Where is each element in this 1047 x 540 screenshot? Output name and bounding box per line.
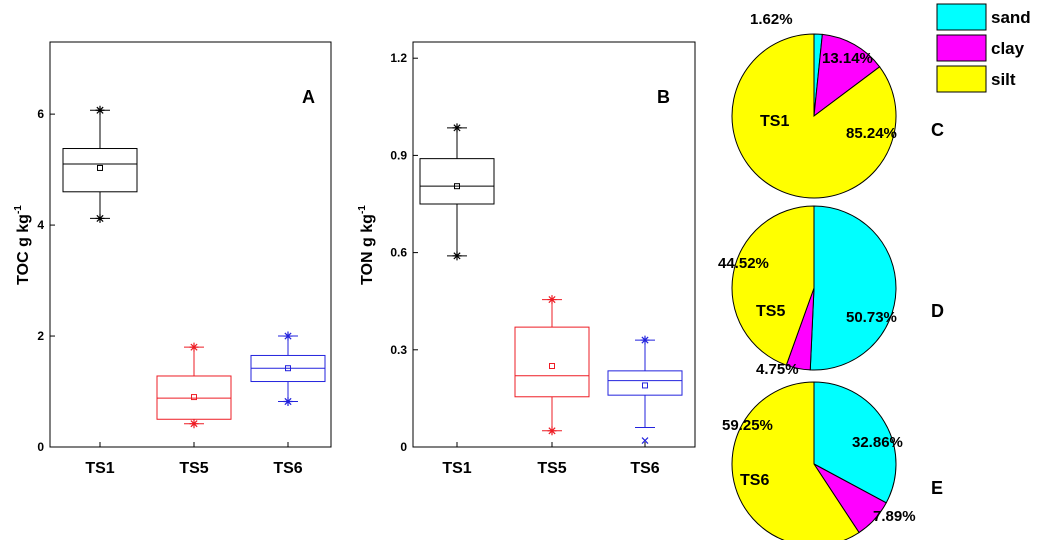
pie-center-label: TS6 [740,472,769,489]
mean-marker [642,382,648,389]
pie-panel-C: 1.62% 13.14% 85.24% TS1 C [731,11,944,199]
extreme-marker [452,251,462,261]
box-TS5 [156,342,232,429]
box-TS1 [419,123,495,261]
panel-label: A [302,87,315,107]
pie-label-silt: 59.25% [722,417,773,434]
outlier-marker [641,437,649,444]
legend-label-sand: sand [991,8,1031,27]
y-axis-title-text: TON g kg [359,214,376,285]
extreme-marker [95,105,105,115]
mean-marker [549,363,555,369]
panel-label: D [931,301,944,321]
legend-label-silt: silt [991,70,1016,89]
panel-label: E [931,478,943,498]
y-tick-label: 2 [37,329,44,343]
mean-marker [191,394,197,401]
y-tick-label: 0 [37,440,44,454]
pie-slice-clay [813,33,881,118]
extreme-marker [283,331,293,341]
legend: sand clay silt [936,3,1031,93]
extreme-marker [95,213,105,223]
pie-slice-sand [813,381,897,504]
legend-swatch-silt [936,65,987,93]
plot-frame [49,41,332,448]
y-axis-title-superscript: -1 [357,205,368,214]
pie-slice-silt [731,33,897,199]
plot-frame [412,41,696,448]
box-TS5 [514,295,590,436]
iqr-box [156,375,232,420]
x-tick-label: TS6 [630,460,659,477]
pie-slice-sand [809,205,897,371]
pie-label-sand: 50.73% [846,309,897,326]
pie-label-sand: 1.62% [750,11,793,28]
extreme-marker [547,426,557,436]
pie-label-sand: 32.86% [852,434,903,451]
extreme-marker [189,342,199,352]
pie-label-clay: 4.75% [756,361,799,378]
extreme-marker [452,123,462,133]
mean-marker [454,183,460,190]
iqr-box [514,326,590,398]
pie-label-clay: 13.14% [822,50,873,67]
box-TS1 [62,105,138,223]
panel-label: B [657,87,670,107]
y-tick-label: 0.3 [390,343,407,357]
mean-marker [97,164,103,171]
y-tick-label: 0 [400,440,407,454]
extreme-marker [283,397,293,407]
extreme-marker [189,419,199,429]
pie-panel-D: 50.73% 4.75% 44.52% TS5 D [718,205,944,378]
y-tick-label: 4 [37,218,44,232]
box-panel-B: 0 0.3 0.6 0.9 1.2 TS1 TS5 TS6 TON g kg-1 B [357,41,696,477]
x-tick-label: TS5 [179,460,208,477]
y-tick-label: 0.9 [390,148,407,162]
x-tick-label: TS5 [537,460,566,477]
box-panel-A: 0 2 4 6 TS1 TS5 TS6 TOC g kg-1 A [13,41,332,477]
iqr-box [62,148,138,193]
legend-label-clay: clay [991,39,1025,58]
mean-marker [285,365,291,372]
extreme-marker [547,295,557,305]
box-TS6 [250,331,326,407]
pie-center-label: TS1 [760,113,789,130]
y-axis-title: TOC g kg-1 [13,205,32,285]
box-TS6 [607,335,683,444]
y-tick-label: 1.2 [390,51,407,65]
iqr-box [607,370,683,396]
y-axis-title-superscript: -1 [13,205,24,214]
pie-label-clay: 7.89% [873,508,916,525]
x-tick-label: TS1 [442,460,471,477]
pie-label-silt: 85.24% [846,125,897,142]
y-axis-title-text: TOC g kg [15,214,32,285]
y-tick-label: 6 [37,107,44,121]
legend-swatch-sand [936,3,987,31]
y-axis-title: TON g kg-1 [357,205,376,285]
y-tick-label: 0.6 [390,246,407,260]
pie-label-silt: 44.52% [718,255,769,272]
legend-swatch-clay [936,34,987,62]
x-tick-label: TS1 [85,460,114,477]
pie-slice-silt [731,381,860,540]
panel-label: C [931,120,944,140]
pie-center-label: TS5 [756,303,785,320]
extreme-marker [640,335,650,345]
pie-slice-silt [731,205,815,366]
pie-panel-E: 32.86% 7.89% 59.25% TS6 E [722,381,943,540]
iqr-box [419,158,495,205]
x-tick-label: TS6 [273,460,302,477]
